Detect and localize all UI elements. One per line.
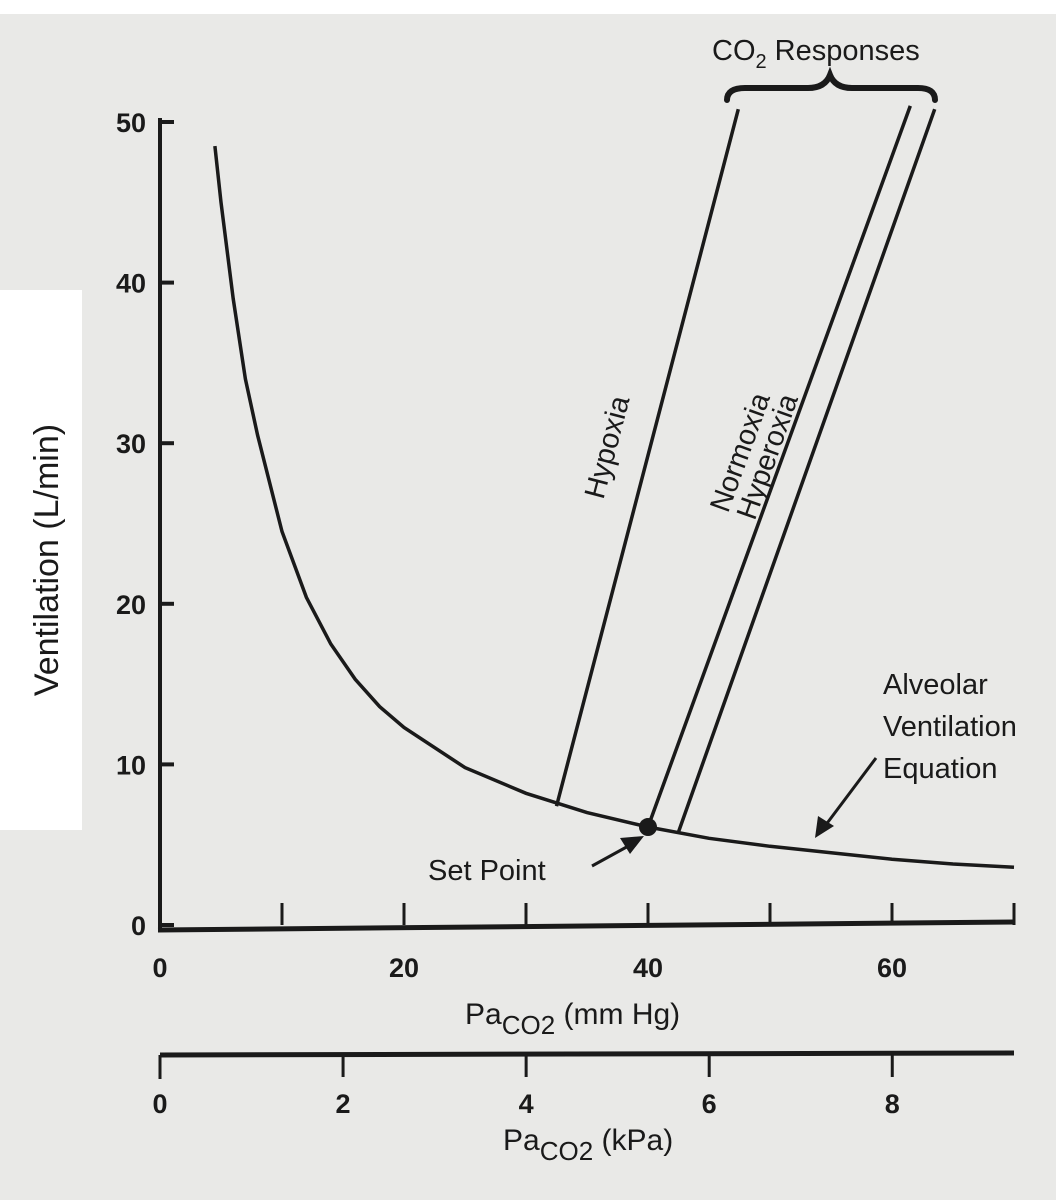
x-tick-label: 20 [389, 953, 419, 983]
y-tick-label: 20 [116, 590, 146, 620]
alveolar-label-line-2: Ventilation [883, 711, 1017, 743]
x2-tick-label: 4 [519, 1089, 534, 1119]
y-tick-label: 50 [116, 108, 146, 138]
ylabel-background [0, 290, 82, 830]
x2-tick-label: 8 [885, 1089, 900, 1119]
x-axis-label-sub: CO2 [502, 1010, 555, 1040]
co2-responses-label: CO2 Responses [712, 35, 920, 73]
x2-axis-label: PaCO2 (kPa) [503, 1124, 673, 1166]
series-hyperoxia [676, 108, 937, 833]
x2-axis-label-main: Pa [503, 1124, 540, 1157]
y-axis-label: Ventilation (L/min) [28, 424, 66, 696]
y-tick-label: 10 [116, 750, 146, 780]
co2-responses-label-rest: Responses [767, 35, 920, 67]
co2-responses-brace [724, 66, 938, 103]
x2-axis-label-unit: (kPa) [602, 1124, 674, 1157]
x2-tick-label: 2 [336, 1089, 351, 1119]
x-axis-label-space [555, 998, 563, 1031]
x2-axis-label-sub: CO2 [540, 1136, 593, 1166]
set-point-marker [639, 818, 657, 837]
set-point-arrow [591, 836, 644, 868]
x2-tick-label: 0 [152, 1089, 167, 1119]
alveolar-arrow [815, 757, 878, 838]
series-hypoxia [554, 108, 740, 807]
series-normoxia [646, 105, 912, 828]
axes: 0 10 20 30 40 50 0 20 40 60 0 2 4 6 8 [116, 108, 1016, 1119]
alveolar-label-line-3: Equation [883, 753, 998, 785]
x-axis-line [157, 919, 1015, 933]
top-margin [0, 0, 1056, 14]
x-axis-label-main: Pa [465, 998, 502, 1031]
x-tick-label: 60 [877, 953, 907, 983]
co2-responses-label-main: CO [712, 35, 756, 67]
x-axis-label: PaCO2 (mm Hg) [465, 998, 680, 1040]
y-tick-label: 40 [116, 269, 146, 299]
y-tick-label: 30 [116, 429, 146, 459]
x2-tick-label: 6 [702, 1089, 717, 1119]
co2-responses-label-sub: 2 [756, 51, 767, 73]
alveolar-label-line-1: Alveolar [883, 669, 988, 701]
y-tick-label: 0 [131, 911, 146, 941]
series-alveolar-ventilation-equation [213, 145, 1015, 869]
x-tick-label: 40 [633, 953, 663, 983]
series-label-hypoxia: Hypoxia [579, 392, 637, 502]
x2-axis-line [159, 1050, 1015, 1058]
set-point-label: Set Point [428, 855, 546, 887]
x-tick-label: 0 [152, 953, 167, 983]
x-axis-label-unit: (mm Hg) [564, 998, 681, 1031]
x2-axis-label-space [593, 1124, 601, 1157]
